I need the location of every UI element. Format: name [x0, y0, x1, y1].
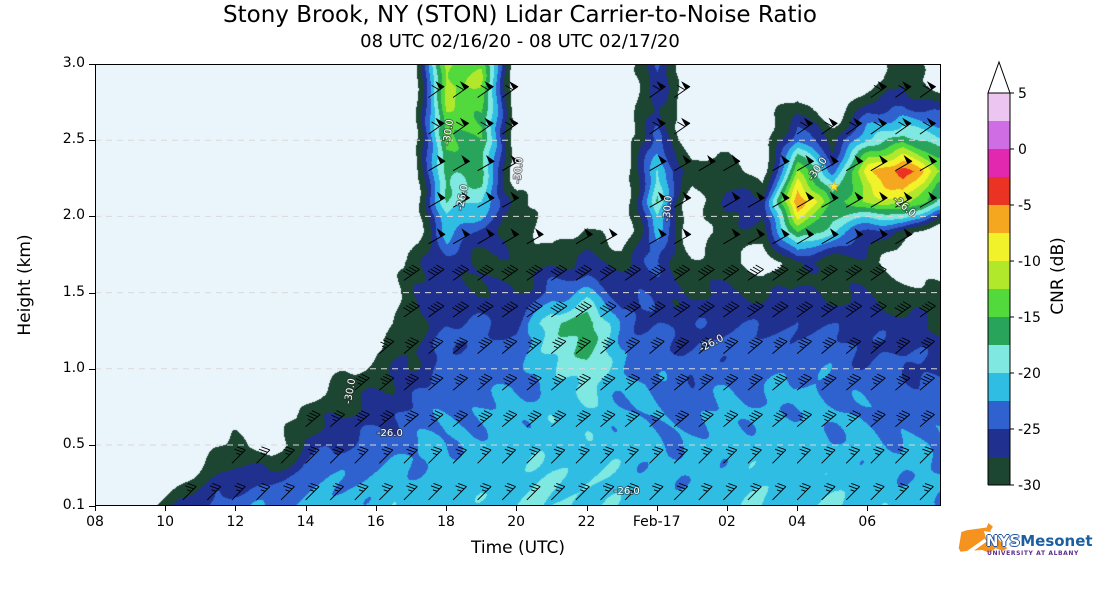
colorbar-band — [988, 457, 1010, 485]
plot-overlay: -30.0 -26.0 -26.0 -30.0 -30.0 -26.0 -30.0 -26.0… — [95, 64, 941, 506]
colorbar-band — [988, 345, 1010, 373]
colorbar-band — [988, 261, 1010, 289]
y-tick-label: 1.0 — [62, 359, 85, 376]
wind-barb-pennants — [435, 81, 938, 238]
y-tick-label: 2.0 — [62, 207, 85, 224]
logo-wordmark: NYSMesonet — [986, 532, 1093, 550]
contour-label: -26.0 — [891, 194, 918, 219]
ny-state-icon — [958, 523, 1008, 559]
x-axis-label: Time (UTC) — [471, 538, 565, 558]
chart-title: Stony Brook, NY (STON) Lidar Carrier-to-… — [223, 2, 817, 28]
x-tick-label: 16 — [366, 514, 385, 530]
colorbar-tick-label: -25 — [1018, 422, 1041, 438]
contour-label: -26.0 — [377, 428, 403, 439]
x-tick-mark — [867, 506, 869, 511]
colorbar-band — [988, 149, 1010, 177]
colorbar-band — [988, 93, 1010, 121]
x-tick-label: 10 — [156, 514, 175, 530]
x-tick-label: 14 — [296, 514, 315, 530]
colorbar-over-arrow — [987, 60, 1011, 94]
contour-label: -26.0 — [614, 486, 640, 497]
colorbar-band — [988, 205, 1010, 233]
x-tick-label: 22 — [577, 514, 596, 530]
x-tick-label: 18 — [437, 514, 455, 530]
plot-area: -30.0 -26.0 -26.0 -30.0 -30.0 -26.0 -30.0 -26.0… — [95, 64, 941, 506]
colorbar-tick-label: -5 — [1018, 198, 1032, 214]
colorbar-band — [988, 401, 1010, 429]
x-tick-mark — [656, 506, 658, 511]
colorbar-band — [988, 289, 1010, 317]
y-axis-label: Height (km) — [15, 234, 35, 336]
y-tick-mark — [89, 445, 95, 446]
logo-university-text: UNIVERSITY AT ALBANY — [987, 550, 1079, 557]
y-tick-label: 2.5 — [62, 131, 85, 148]
colorbar-label: CNR (dB) — [1048, 237, 1068, 315]
colorbar-tick-label: 0 — [1018, 142, 1027, 158]
x-tick-mark — [95, 506, 96, 511]
colorbar-tick-label: 5 — [1018, 86, 1027, 102]
chart-subtitle: 08 UTC 02/16/20 - 08 UTC 02/17/20 — [360, 31, 680, 52]
y-tick-label: 3.0 — [62, 55, 85, 71]
x-tick-mark — [165, 506, 167, 511]
y-tick-label: 0.5 — [62, 436, 85, 452]
colorbar-tick-label: -20 — [1018, 366, 1041, 382]
logo-nys-text: NYS — [986, 532, 1021, 550]
colorbar-band — [988, 121, 1010, 149]
wind-barb-feathers — [185, 85, 936, 492]
y-tick-label: 0.1 — [62, 497, 85, 513]
colorbar-tick-label: -30 — [1018, 478, 1041, 494]
contour-label: -30.0 — [442, 119, 456, 146]
x-tick-label: 12 — [226, 514, 245, 530]
heatmap-canvas — [95, 64, 941, 506]
y-tick-mark — [89, 140, 95, 142]
colorbar: 5 0 -5 -10 -15 -20 -25 -30 — [987, 60, 1041, 494]
colorbar-band — [988, 373, 1010, 401]
contour-label: -26.0 — [698, 333, 726, 355]
x-tick-mark — [305, 506, 307, 511]
y-tick-mark — [89, 368, 95, 370]
colorbar-band — [988, 317, 1010, 345]
mesonet-logo: NYSMesonet UNIVERSITY AT ALBANY — [956, 518, 1093, 588]
x-tick-mark — [726, 506, 728, 511]
logo-mesonet-text: Mesonet — [1020, 532, 1093, 550]
x-tick-label: 02 — [717, 514, 736, 530]
colorbar-band — [988, 233, 1010, 261]
colorbar-band — [988, 177, 1010, 205]
x-tick-mark — [586, 506, 588, 511]
colorbar-band — [988, 429, 1010, 457]
y-tick-mark — [89, 216, 95, 218]
y-tick-mark — [89, 64, 95, 65]
x-tick-mark — [446, 506, 447, 511]
x-tick-label: 08 — [86, 514, 104, 530]
contour-label: -30.0 — [343, 378, 358, 405]
wind-barb-staffs — [182, 86, 937, 501]
y-tick-mark — [89, 506, 95, 507]
x-tick-label: 06 — [858, 514, 877, 530]
contour-label: -30.0 — [662, 195, 675, 222]
contour-label: -30.0 — [512, 157, 525, 184]
x-tick-mark — [516, 506, 518, 511]
x-tick-label: Feb-17 — [632, 514, 681, 530]
x-tick-label: 04 — [788, 514, 806, 530]
star-marker: ★ — [828, 179, 841, 195]
x-tick-mark — [375, 506, 377, 511]
x-tick-mark — [235, 506, 237, 511]
plot-frame — [95, 64, 941, 506]
y-tick-label: 1.5 — [62, 283, 85, 300]
colorbar-tick-label: -10 — [1018, 254, 1041, 270]
x-tick-mark — [797, 506, 799, 511]
x-tick-label: 20 — [507, 514, 526, 530]
colorbar-tick-label: -15 — [1018, 310, 1041, 326]
y-tick-mark — [89, 292, 95, 294]
